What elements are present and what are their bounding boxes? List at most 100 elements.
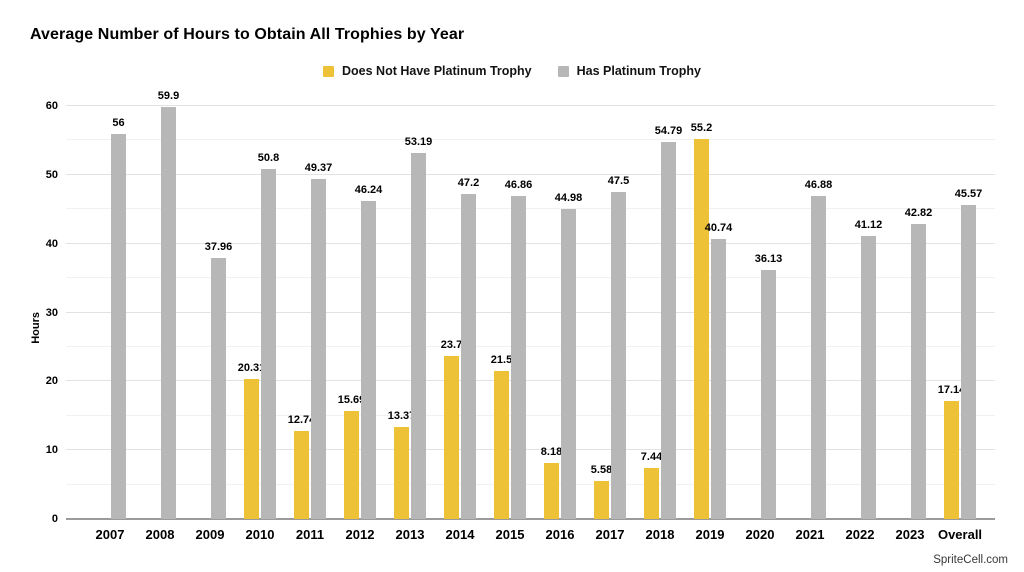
footer-credit: SpriteCell.com — [933, 554, 1008, 566]
y-axis: 0 10 20 30 40 50 60 — [0, 100, 58, 525]
bar-value-label: 55.2 — [690, 122, 713, 135]
bar-value-label: 47.2 — [457, 177, 480, 190]
bar-no-platinum-2018 — [644, 467, 659, 519]
x-tick-label-2009: 2009 — [195, 527, 225, 542]
bar-has-platinum-2016 — [561, 209, 576, 519]
bar-value-label: 50.8 — [257, 152, 280, 165]
bar-value-label: 49.37 — [304, 162, 333, 175]
gridline-minor — [66, 345, 995, 347]
bar-no-platinum-2011 — [294, 431, 309, 519]
gridline-major — [66, 242, 995, 244]
bar-no-platinum-2014 — [444, 355, 459, 519]
x-tick-label-2014: 2014 — [445, 527, 475, 542]
bar-has-platinum-2017 — [611, 192, 626, 519]
bar-value-label: 47.5 — [607, 175, 630, 188]
gridline-minor — [66, 277, 995, 279]
bar-value-label: 23.7 — [440, 338, 463, 351]
bar-has-platinum-2019 — [711, 238, 726, 519]
bar-value-label: 20.31 — [237, 362, 266, 375]
gridline-major — [66, 105, 995, 106]
legend-swatch-yellow-icon — [323, 65, 335, 77]
gridline-major — [66, 449, 995, 451]
bar-value-label: 15.69 — [337, 394, 366, 407]
bar-has-platinum-2009 — [211, 257, 226, 519]
bar-has-platinum-2021 — [811, 196, 826, 519]
gridline-minor — [66, 139, 995, 141]
y-tick-label: 30 — [45, 306, 58, 319]
bar-has-platinum-2008 — [161, 106, 176, 519]
bar-no-platinum-2016 — [544, 462, 559, 519]
bar-value-label: 40.74 — [704, 221, 733, 234]
bar-value-label: 13.37 — [387, 409, 416, 422]
x-tick-label-2016: 2016 — [545, 527, 575, 542]
bar-no-platinum-2015 — [494, 371, 509, 519]
bar-value-label: 37.96 — [204, 240, 233, 253]
gridline-minor — [66, 414, 995, 416]
y-tick-label: 50 — [45, 168, 58, 181]
bar-has-platinum-2012 — [361, 200, 376, 519]
y-tick-label: 20 — [45, 375, 58, 388]
bar-value-label: 21.5 — [490, 354, 513, 367]
bar-value-label: 12.74 — [287, 414, 316, 427]
bar-no-platinum-2019 — [694, 139, 709, 519]
x-tick-label-2023: 2023 — [895, 527, 925, 542]
bar-value-label: 53.19 — [404, 135, 433, 148]
x-tick-label-2020: 2020 — [745, 527, 775, 542]
x-tick-label-2011: 2011 — [295, 527, 325, 542]
x-tick-label-2010: 2010 — [245, 527, 275, 542]
bar-value-label: 8.18 — [540, 445, 563, 458]
gridline-major — [66, 380, 995, 382]
x-tick-label-2008: 2008 — [145, 527, 175, 542]
y-tick-label: 40 — [45, 237, 58, 250]
legend-item-has-platinum: Has Platinum Trophy — [557, 64, 701, 78]
x-axis: 2007 2008 2009 2010 2011 2012 2013 2014 2015 2016… — [66, 527, 995, 549]
bar-value-label: 46.88 — [804, 179, 833, 192]
bar-no-platinum-Overall — [944, 401, 959, 519]
bar-has-platinum-2020 — [761, 270, 776, 519]
bar-value-label: 56 — [112, 116, 125, 129]
bar-value-label: 7.44 — [640, 450, 663, 463]
legend-item-no-platinum: Does Not Have Platinum Trophy — [323, 64, 532, 78]
x-tick-label-Overall: Overall — [937, 527, 983, 542]
x-tick-label-2017: 2017 — [595, 527, 625, 542]
gridline-minor — [66, 208, 995, 210]
bar-has-platinum-2015 — [511, 196, 526, 519]
x-tick-label-2012: 2012 — [345, 527, 375, 542]
bar-value-label: 5.58 — [590, 463, 613, 476]
bar-value-label: 44.98 — [554, 192, 583, 205]
x-tick-label-2022: 2022 — [845, 527, 875, 542]
bar-has-platinum-2010 — [261, 169, 276, 519]
gridline-major — [66, 311, 995, 313]
x-tick-label-2013: 2013 — [395, 527, 425, 542]
x-tick-label-2019: 2019 — [695, 527, 725, 542]
legend: Does Not Have Platinum Trophy Has Platin… — [0, 64, 1024, 78]
bar-has-platinum-2023 — [911, 224, 926, 519]
gridline-minor — [66, 483, 995, 485]
x-tick-label-2015: 2015 — [495, 527, 525, 542]
x-axis-baseline — [66, 518, 995, 520]
bar-value-label: 46.86 — [504, 179, 533, 192]
bar-has-platinum-2011 — [311, 179, 326, 519]
y-tick-label: 60 — [45, 100, 58, 112]
bar-value-label: 36.13 — [754, 253, 783, 266]
bar-value-label: 42.82 — [904, 207, 933, 220]
plot-area: 56 59.9 37.96 20.31 50.8 12.74 49.37 15.69 46.24… — [66, 90, 995, 520]
bar-value-label: 59.9 — [157, 89, 180, 102]
bar-no-platinum-2010 — [244, 379, 259, 519]
bar-value-label: 45.57 — [954, 188, 983, 201]
bar-value-label: 41.12 — [854, 218, 883, 231]
bar-has-platinum-2018 — [661, 141, 676, 519]
bar-has-platinum-2014 — [461, 194, 476, 519]
bar-no-platinum-2013 — [394, 426, 409, 519]
bar-has-platinum-2013 — [411, 152, 426, 519]
x-tick-label-2007: 2007 — [95, 527, 125, 542]
legend-label: Does Not Have Platinum Trophy — [342, 64, 532, 78]
bar-value-label: 54.79 — [654, 124, 683, 137]
bar-value-label: 46.24 — [354, 183, 383, 196]
y-tick-label: 0 — [51, 513, 58, 525]
legend-swatch-gray-icon — [557, 65, 569, 77]
chart-title: Average Number of Hours to Obtain All Tr… — [30, 26, 465, 43]
gridline-major — [66, 173, 995, 175]
legend-label: Has Platinum Trophy — [576, 64, 701, 78]
